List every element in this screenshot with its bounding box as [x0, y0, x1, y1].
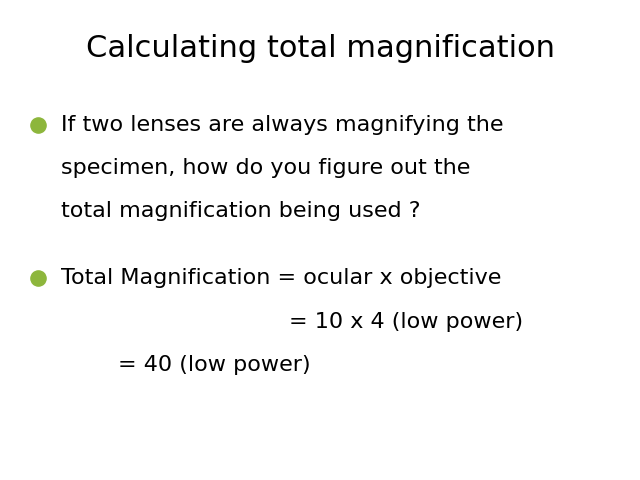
Text: If two lenses are always magnifying the: If two lenses are always magnifying the [61, 115, 503, 135]
Text: total magnification being used ?: total magnification being used ? [61, 201, 420, 221]
Text: Calculating total magnification: Calculating total magnification [86, 34, 554, 62]
Text: = 40 (low power): = 40 (low power) [61, 355, 310, 375]
Text: Total Magnification = ocular x objective: Total Magnification = ocular x objective [61, 268, 501, 288]
Text: specimen, how do you figure out the: specimen, how do you figure out the [61, 158, 470, 178]
Point [33, 275, 44, 282]
Point [33, 121, 44, 129]
Text: = 10 x 4 (low power): = 10 x 4 (low power) [61, 312, 523, 332]
